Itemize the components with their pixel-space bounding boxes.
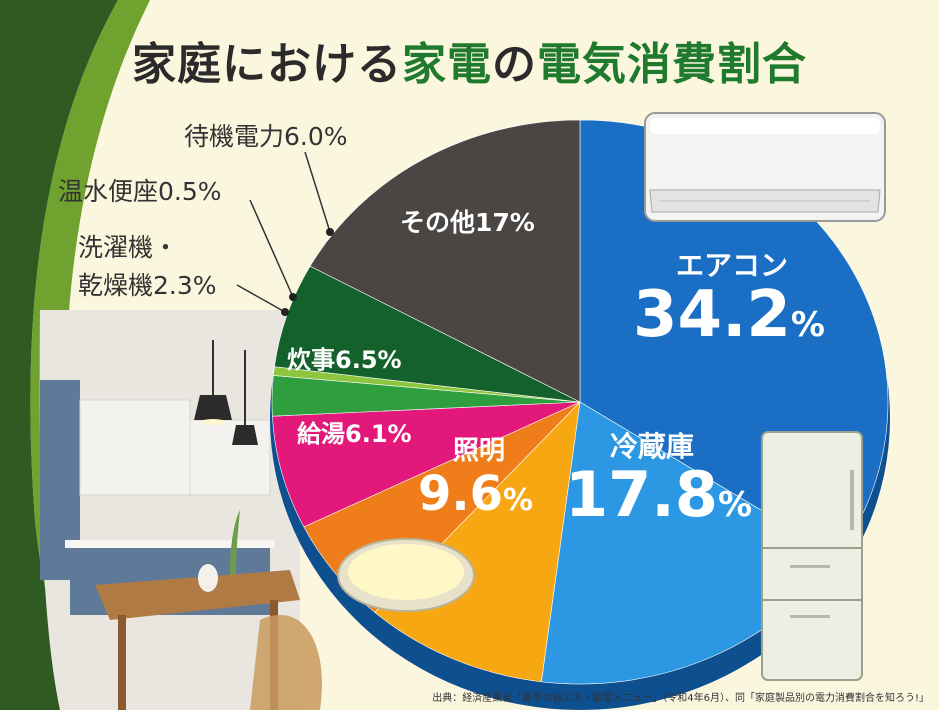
leader-line-toilet: [249, 199, 294, 298]
pie-slice-8: [309, 119, 581, 403]
label-toilet: 温水便座0.5%: [58, 177, 222, 206]
title-part-1: 家庭における: [132, 39, 402, 90]
leader-line-washer: [236, 284, 286, 313]
leader-dot-washer: [281, 308, 289, 316]
refrigerator-illustration: [761, 431, 863, 681]
label-fridge-value: 17.8%: [565, 458, 752, 531]
label-lighting-name: 照明: [453, 436, 506, 466]
label-hot-water: 給湯6.1%: [297, 420, 412, 448]
title-part-4: 電気消費割合: [537, 39, 807, 90]
title-part-2: 家電: [402, 39, 492, 90]
kitchen-photo: [39, 310, 322, 710]
pie-slice-2: [374, 401, 581, 683]
title-part-3: の: [492, 39, 537, 90]
label-washer-line1: 洗濯機・: [78, 233, 179, 262]
aircon-percent: %: [790, 305, 825, 345]
fridge-percent: %: [717, 485, 753, 525]
ceiling-light-illustration: [337, 538, 475, 612]
label-cooking: 炊事6.5%: [287, 346, 402, 374]
leader-line-standby: [304, 151, 331, 233]
label-lighting-value: 9.6%: [418, 466, 533, 522]
lighting-percent: %: [503, 483, 534, 518]
label-aircon-value: 34.2%: [633, 278, 825, 352]
lighting-value: 9.6: [418, 466, 504, 522]
label-other: その他17%: [400, 208, 535, 237]
label-fridge-name: 冷蔵庫: [610, 430, 695, 463]
pie-slice-4: [272, 401, 581, 528]
fridge-value: 17.8: [565, 458, 718, 531]
source-note: 出典：経済産業省「夏季の省エネ・節電メニュー」（令和4年6月）、同「家庭製品別の…: [432, 693, 929, 704]
label-washer-line2: 乾燥機2.3%: [78, 271, 217, 300]
air-conditioner-illustration: [644, 112, 886, 222]
page-title: 家庭における家電の電気消費割合: [0, 28, 939, 92]
label-aircon-name: エアコン: [676, 249, 789, 282]
leader-dot-standby: [326, 228, 334, 236]
leader-dot-toilet: [289, 293, 297, 301]
label-standby: 待機電力6.0%: [184, 122, 348, 151]
aircon-value: 34.2: [633, 278, 791, 352]
green-band-decoration: [0, 0, 118, 710]
